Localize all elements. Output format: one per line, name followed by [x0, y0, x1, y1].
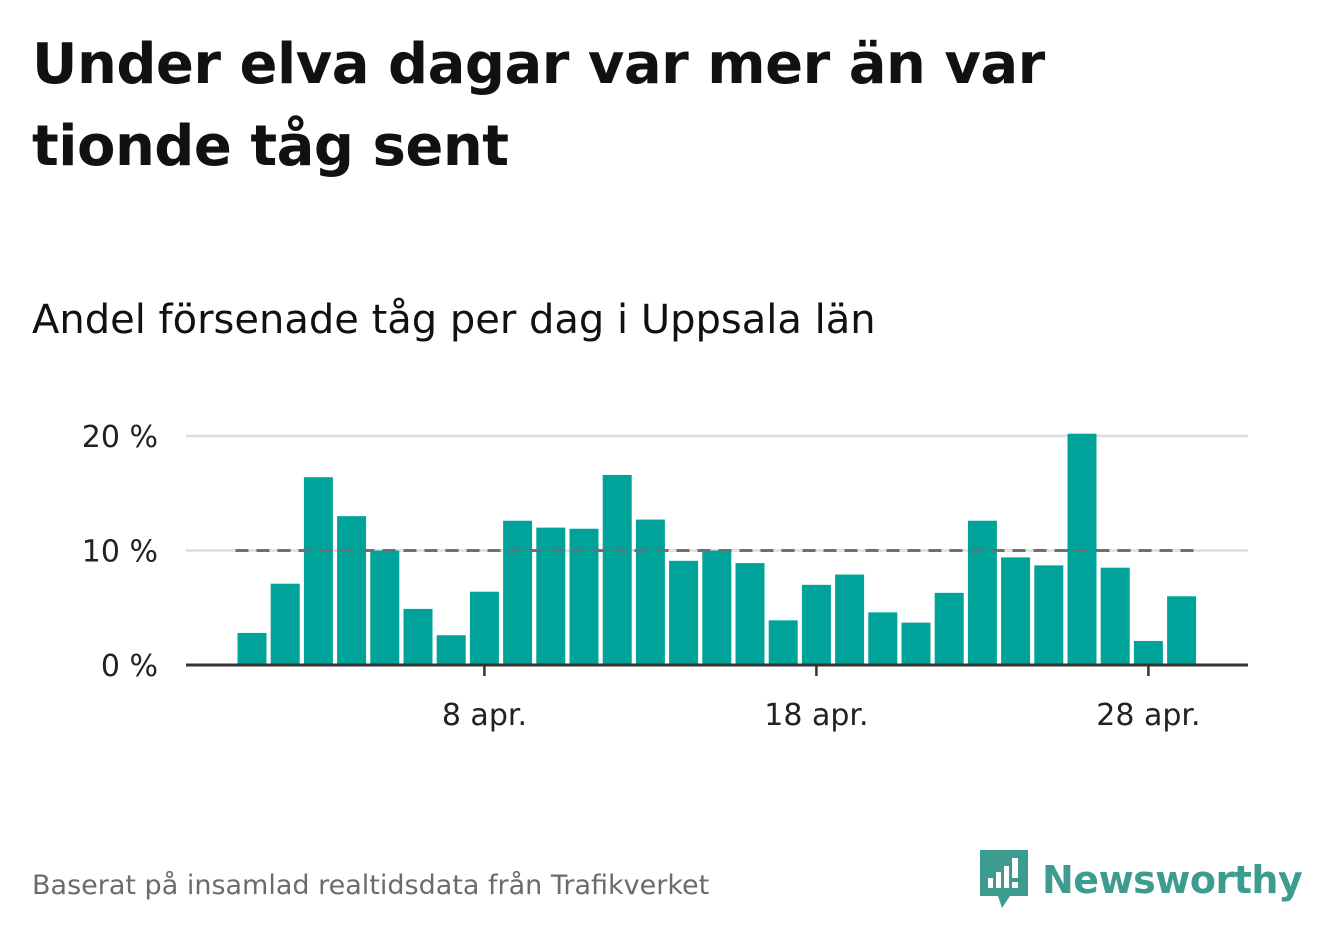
x-tick-label: 28 apr.	[1096, 698, 1200, 733]
bar	[370, 550, 400, 665]
y-tick-label: 0 %	[101, 649, 158, 684]
bar	[669, 560, 699, 665]
bar	[868, 612, 898, 665]
bar	[436, 635, 466, 665]
x-tick-label: 8 apr.	[442, 698, 527, 733]
bar	[768, 620, 798, 665]
chart-area: 0 % 10 % 20 % 8 apr. 18 apr. 28 apr.	[0, 380, 1322, 760]
bar	[835, 574, 865, 665]
bar	[801, 584, 831, 665]
newsworthy-logo-icon	[980, 850, 1028, 908]
y-tick-label: 10 %	[82, 535, 158, 570]
bar	[635, 519, 665, 665]
bar-chart: 0 % 10 % 20 % 8 apr. 18 apr. 28 apr.	[82, 420, 1248, 733]
x-tick-label: 18 apr.	[764, 698, 868, 733]
brand-name: Newsworthy	[1042, 858, 1303, 902]
bar	[1167, 596, 1197, 665]
bar	[934, 592, 964, 665]
bar	[1133, 640, 1163, 665]
bar	[901, 622, 931, 665]
bar	[403, 608, 433, 665]
bar	[1034, 565, 1064, 665]
bar	[270, 583, 300, 665]
source-note: Baserat på insamlad realtidsdata från Tr…	[32, 870, 710, 901]
bar	[303, 477, 333, 665]
brand-logo: Newsworthy	[978, 848, 1303, 912]
bar	[1100, 567, 1130, 665]
bar	[735, 563, 765, 665]
bar	[536, 527, 566, 665]
chart-title: Under elva dagar var mer än var tionde t…	[32, 32, 1045, 179]
bar	[503, 520, 533, 665]
bar	[469, 591, 499, 665]
chart-subtitle: Andel försenade tåg per dag i Uppsala lä…	[32, 297, 876, 343]
bar	[337, 516, 367, 665]
bar	[702, 550, 732, 665]
bar	[1001, 557, 1031, 665]
bar	[602, 474, 632, 665]
bar	[237, 632, 267, 665]
bar	[967, 520, 997, 665]
y-tick-label: 20 %	[82, 420, 158, 455]
